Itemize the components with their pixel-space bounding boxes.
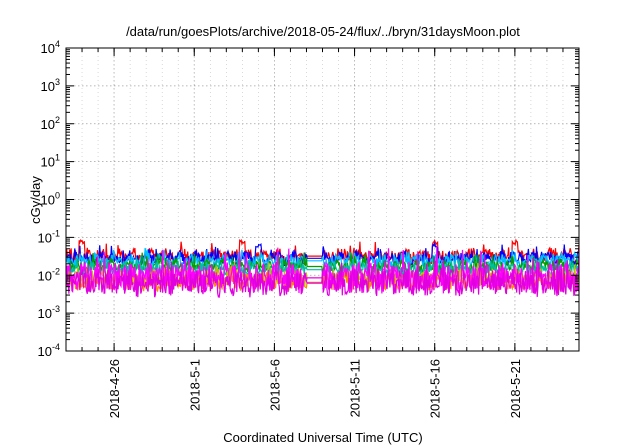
series-line [66,254,579,298]
x-tick-label: 2018-5-6 [267,359,282,411]
y-tick-label: 10-1 [38,228,60,245]
y-axis-tick-labels: 10-4 10-3 10-2 10-1 100 101 102 103 104 [38,39,60,359]
chart-title: /data/run/goesPlots/archive/2018-05-24/f… [126,24,520,39]
y-tick-label: 10-2 [38,266,60,283]
y-tick-label: 10-3 [38,304,60,321]
y-tick-label: 10-4 [38,342,60,359]
y-tick-label: 102 [41,115,60,132]
y-tick-label: 103 [41,77,60,94]
series-line [66,241,579,269]
y-axis-label: cGy/day [28,176,43,224]
series-group [66,238,579,298]
y-tick-label: 100 [41,191,60,208]
grid [65,48,580,351]
x-tick-label: 2018-5-1 [187,359,202,411]
x-axis-tick-labels: 2018-4-26 2018-5-1 2018-5-6 2018-5-11 2018-5… [107,359,523,418]
x-tick-label: 2018-5-21 [508,359,523,418]
x-tick-label: 2018-4-26 [107,359,122,418]
x-tick-label: 2018-5-16 [428,359,443,418]
x-axis-label: Coordinated Universal Time (UTC) [223,430,422,445]
x-tick-label: 2018-5-11 [348,359,363,417]
axis-ticks [65,47,580,352]
y-tick-label: 101 [41,153,60,170]
y-tick-label: 104 [41,39,60,56]
